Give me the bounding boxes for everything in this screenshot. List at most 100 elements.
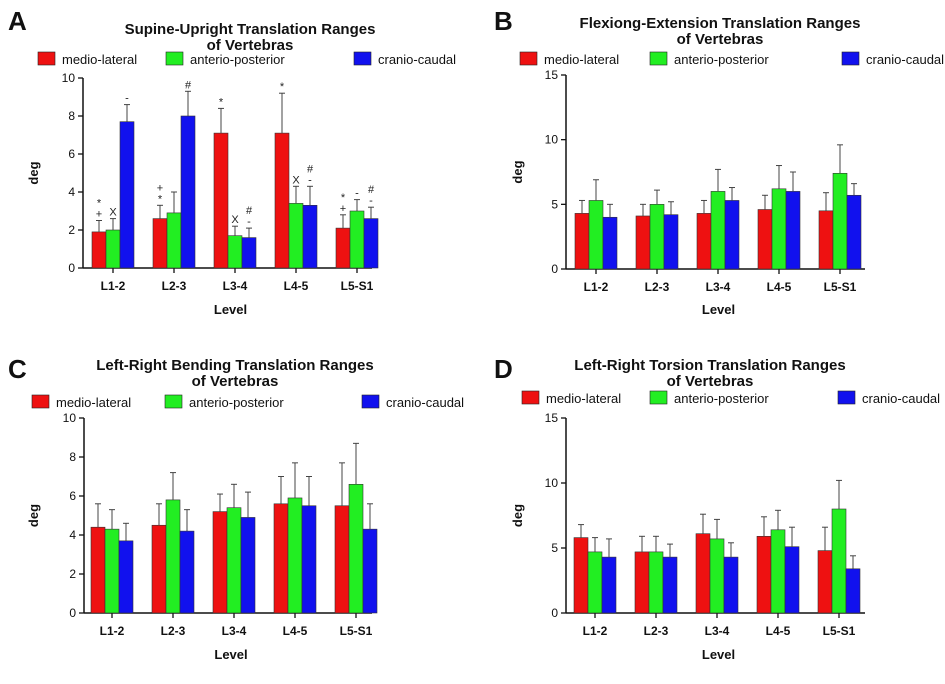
bar-anterio-posterior-L2-3 [648, 551, 664, 614]
x-tick-label: L1-2 [100, 624, 125, 638]
bar-medio-lateral-L5-S1 [335, 227, 351, 269]
y-tick-label: 8 [68, 109, 75, 123]
chart-title: Supine-Upright Translation Ranges of Vert… [125, 21, 376, 54]
bar-anterio-posterior-L2-3 [649, 204, 665, 270]
chart-title-line: of Vertebras [207, 37, 294, 54]
bar-cranio-caudal-L4-5 [785, 191, 801, 270]
bar-medio-lateral-L5-S1 [817, 550, 833, 614]
y-tick-label: 10 [545, 476, 559, 490]
legend-swatch-medio-lateral [37, 51, 56, 66]
y-axis-title: deg [26, 161, 41, 184]
bar-medio-lateral-L1-2 [573, 537, 589, 614]
x-tick-label: L2-3 [645, 280, 670, 294]
y-tick-label: 0 [68, 261, 75, 275]
bar-anterio-posterior-L2-3 [165, 499, 181, 614]
significance-marker: - [308, 174, 312, 186]
bar-anterio-posterior-L4-5 [288, 203, 304, 269]
bar-cranio-caudal-L2-3 [663, 214, 679, 270]
y-axis-title: deg [510, 160, 525, 183]
y-tick-label: 4 [68, 185, 75, 199]
significance-marker: * [341, 192, 346, 204]
bar-anterio-posterior-L3-4 [710, 191, 726, 270]
x-axis-title: Level [702, 302, 735, 317]
bar-anterio-posterior-L1-2 [105, 229, 121, 269]
panel-letter: D [494, 354, 513, 384]
y-axis-title: deg [26, 504, 41, 527]
bar-anterio-posterior-L5-S1 [832, 172, 848, 270]
bar-cranio-caudal-L1-2 [118, 540, 134, 614]
legend-swatch-cranio-caudal [837, 390, 856, 405]
significance-marker: X [109, 207, 117, 219]
legend-label-cranio-caudal: cranio-caudal [866, 52, 944, 67]
y-tick-label: 6 [68, 147, 75, 161]
significance-marker: X [231, 214, 239, 226]
panel-letter: B [494, 6, 513, 36]
chart-panel-a: A Supine-Upright Translation Ranges of Ver… [8, 6, 456, 317]
bar-medio-lateral-L3-4 [212, 511, 228, 614]
significance-marker: - [247, 216, 251, 228]
significance-marker: # [307, 163, 314, 175]
x-tick-label: L3-4 [706, 280, 731, 294]
chart-title: Left-Right Torsion Translation Ranges of … [574, 357, 845, 390]
x-tick-label: L5-S1 [341, 279, 374, 293]
x-axis-title: Level [214, 302, 247, 317]
x-tick-label: L3-4 [222, 624, 247, 638]
x-tick-label: L4-5 [767, 280, 792, 294]
bar-cranio-caudal-L4-5 [301, 505, 317, 614]
legend-label-anterio-posterior: anterio-posterior [674, 52, 769, 67]
legend: medio-lateral anterio-posterior cranio-cau… [519, 51, 944, 67]
significance-marker: # [246, 205, 253, 217]
bar-anterio-posterior-L1-2 [588, 200, 604, 270]
bar-anterio-posterior-L1-2 [104, 528, 120, 614]
x-tick-label: L2-3 [161, 624, 186, 638]
bar-cranio-caudal-L1-2 [601, 556, 617, 614]
x-axis-title: Level [214, 647, 247, 662]
bar-medio-lateral-L4-5 [274, 132, 290, 269]
bar-medio-lateral-L5-S1 [334, 505, 350, 614]
bar-cranio-caudal-L2-3 [179, 530, 195, 614]
significance-marker: + [96, 209, 102, 221]
bar-medio-lateral-L2-3 [635, 215, 651, 270]
y-tick-label: 5 [551, 197, 558, 211]
x-axis-title: Level [702, 647, 735, 662]
x-tick-label: L2-3 [644, 624, 669, 638]
bar-medio-lateral-L5-S1 [818, 210, 834, 270]
y-tick-label: 10 [63, 411, 77, 425]
x-tick-label: L3-4 [223, 279, 248, 293]
bar-medio-lateral-L3-4 [696, 213, 712, 270]
y-tick-label: 15 [545, 411, 559, 425]
legend-label-anterio-posterior: anterio-posterior [189, 395, 284, 410]
x-tick-label: L5-S1 [340, 624, 373, 638]
significance-marker: * [97, 198, 102, 210]
legend-swatch-cranio-caudal [841, 51, 860, 66]
chart-title-line: of Vertebras [192, 373, 279, 390]
x-tick-label: L2-3 [162, 279, 187, 293]
legend-label-medio-lateral: medio-lateral [544, 52, 619, 67]
bar-cranio-caudal-L4-5 [784, 546, 800, 614]
significance-marker: # [185, 79, 192, 91]
panel-letter: A [8, 6, 27, 36]
legend-swatch-medio-lateral [31, 394, 50, 409]
significance-marker: - [125, 93, 129, 105]
panel-letter: C [8, 354, 27, 384]
bar-anterio-posterior-L5-S1 [348, 483, 364, 614]
x-tick-label: L1-2 [101, 279, 126, 293]
bar-medio-lateral-L2-3 [634, 551, 650, 614]
significance-marker: + [340, 203, 346, 215]
chart-title: Flexiong-Extension Translation Ranges of … [580, 15, 861, 48]
bar-anterio-posterior-L2-3 [166, 212, 182, 269]
bar-medio-lateral-L4-5 [756, 535, 772, 614]
legend-swatch-cranio-caudal [361, 394, 380, 409]
significance-marker: * [280, 81, 285, 93]
x-tick-label: L4-5 [284, 279, 309, 293]
bar-medio-lateral-L1-2 [91, 231, 107, 269]
bar-cranio-caudal-L5-S1 [845, 568, 861, 614]
significance-marker: - [355, 188, 359, 200]
significance-marker: # [368, 184, 375, 196]
bar-medio-lateral-L3-4 [695, 533, 711, 614]
y-tick-label: 0 [551, 606, 558, 620]
bar-anterio-posterior-L4-5 [771, 188, 787, 270]
bar-cranio-caudal-L1-2 [602, 216, 618, 270]
bar-cranio-caudal-L3-4 [241, 237, 257, 269]
y-tick-label: 8 [69, 450, 76, 464]
